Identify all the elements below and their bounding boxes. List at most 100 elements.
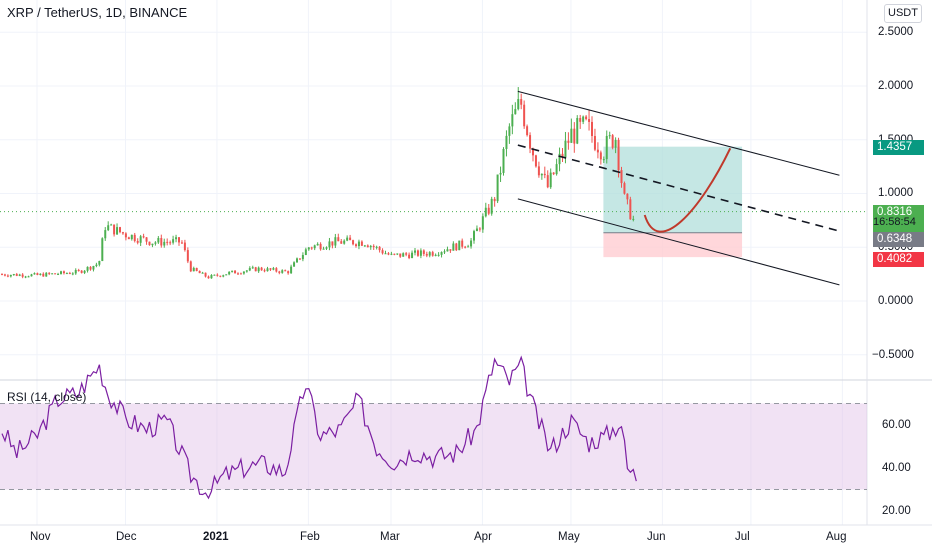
candle-body xyxy=(121,232,124,234)
entry-price-tag: 0.6348 xyxy=(873,232,924,247)
candle-body xyxy=(95,264,98,266)
time-axis-label: Apr xyxy=(474,531,492,543)
candle-body xyxy=(546,175,549,188)
candle-body xyxy=(154,242,157,244)
candle-body xyxy=(116,227,119,235)
candle-body xyxy=(393,253,396,255)
candle-body xyxy=(151,243,154,246)
candle-body xyxy=(493,198,496,202)
candle-body xyxy=(337,237,340,242)
candle-body xyxy=(36,273,39,275)
candle-body xyxy=(443,251,446,253)
candle-body xyxy=(48,272,51,274)
candle-body xyxy=(591,121,593,137)
candle-body xyxy=(130,234,133,240)
candle-body xyxy=(366,245,369,248)
candle-body xyxy=(396,253,399,255)
candle-body xyxy=(260,267,263,271)
candle-body xyxy=(470,240,473,247)
candle-body xyxy=(1,274,3,276)
candle-body xyxy=(452,243,455,251)
candle-body xyxy=(552,172,555,175)
candle-body xyxy=(189,261,192,272)
grid-lines xyxy=(0,0,932,526)
candle-body xyxy=(65,273,68,275)
candle-body xyxy=(222,275,225,277)
candle-body xyxy=(579,118,582,122)
candle-body xyxy=(74,270,77,274)
candle-body xyxy=(183,242,186,251)
time-axis-label: Aug xyxy=(826,531,847,543)
candle-body xyxy=(77,270,80,272)
candle-body xyxy=(98,261,101,265)
target-zone xyxy=(603,146,743,233)
candle-body xyxy=(346,237,349,241)
candle-body xyxy=(298,258,301,260)
candle-body xyxy=(210,275,213,279)
candle-body xyxy=(204,272,207,277)
candle-body xyxy=(611,135,614,148)
candle-body xyxy=(251,267,254,269)
candle-body xyxy=(623,183,626,194)
currency-badge[interactable]: USDT xyxy=(884,4,922,23)
candle-body xyxy=(325,247,328,249)
candle-body xyxy=(110,224,113,226)
candle-body xyxy=(461,240,464,247)
candle-body xyxy=(537,166,540,176)
candle-body xyxy=(178,237,180,243)
candle-body xyxy=(360,241,363,246)
candle-body xyxy=(180,242,183,244)
candle-body xyxy=(384,253,387,255)
candle-body xyxy=(629,199,632,220)
candle-body xyxy=(51,273,54,275)
position-zones xyxy=(0,146,867,258)
candle-body xyxy=(284,270,287,272)
candle-body xyxy=(12,274,15,276)
candle-body xyxy=(455,243,458,251)
candle-body xyxy=(104,230,107,239)
candle-body xyxy=(172,239,175,243)
candle-body xyxy=(523,104,526,127)
bar-countdown: 16:58:54 xyxy=(873,216,916,228)
candle-body xyxy=(6,275,9,277)
candle-body xyxy=(499,172,502,175)
candle-body xyxy=(458,240,461,251)
candle-body xyxy=(287,271,290,274)
candle-body xyxy=(9,275,12,277)
candle-body xyxy=(234,270,237,274)
candle-body xyxy=(263,270,266,272)
candle-body xyxy=(322,248,325,250)
candle-body xyxy=(529,135,532,149)
candle-body xyxy=(216,274,219,276)
candle-body xyxy=(186,250,189,262)
time-axis-label: Nov xyxy=(30,531,51,543)
candle-body xyxy=(231,270,234,272)
candle-body xyxy=(375,246,378,248)
trend-channel-drawings[interactable] xyxy=(517,90,840,286)
candle-body xyxy=(316,243,319,246)
candle-body xyxy=(68,273,71,275)
candle-body xyxy=(585,116,588,120)
candle-body xyxy=(296,258,298,263)
last-price-value: 0.8316 xyxy=(877,206,913,218)
candle-body xyxy=(405,253,408,255)
candle-body xyxy=(411,252,414,259)
candle-body xyxy=(599,152,602,160)
candle-body xyxy=(602,159,605,161)
candle-body xyxy=(192,267,195,272)
candle-body xyxy=(378,246,381,251)
candle-body xyxy=(414,250,416,253)
time-axis-label: Mar xyxy=(380,531,400,543)
candle-body xyxy=(45,272,48,277)
candle-body xyxy=(92,265,95,270)
candle-body xyxy=(564,140,567,158)
candle-body xyxy=(605,135,608,160)
rsi-title[interactable]: RSI (14, close) xyxy=(7,390,87,404)
candle-body xyxy=(437,254,440,256)
candle-body xyxy=(478,228,481,230)
symbol-title[interactable]: XRP / TetherUS, 1D, BINANCE xyxy=(7,5,188,20)
candle-body xyxy=(219,275,222,277)
candle-body xyxy=(310,247,313,249)
candle-body xyxy=(555,164,558,175)
